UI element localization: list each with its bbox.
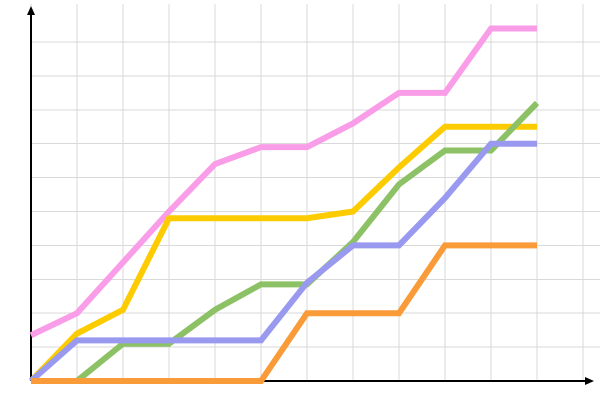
series-line-yellow[interactable] [28,123,537,384]
y-axis-arrow-icon [27,6,35,15]
series-line-green[interactable] [31,100,540,384]
data-series-group [28,25,540,384]
vertical-gridlines [30,4,584,381]
series-line-blue[interactable] [29,140,537,384]
series-line-pink[interactable] [29,25,537,338]
horizontal-gridlines [31,41,600,348]
chart-axes [27,6,594,385]
series-line-orange[interactable] [31,242,537,384]
x-axis-arrow-icon [585,377,594,385]
